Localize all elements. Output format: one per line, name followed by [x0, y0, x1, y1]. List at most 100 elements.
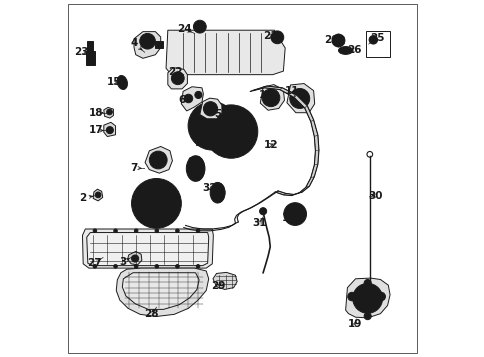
- Circle shape: [368, 36, 377, 44]
- Circle shape: [376, 292, 385, 301]
- Polygon shape: [291, 192, 302, 196]
- Text: 24: 24: [177, 24, 192, 34]
- Text: 18: 18: [89, 108, 103, 118]
- Text: 20: 20: [323, 35, 338, 45]
- Circle shape: [290, 210, 299, 218]
- Text: 26: 26: [347, 45, 361, 55]
- Circle shape: [152, 155, 163, 165]
- Circle shape: [184, 94, 192, 103]
- Circle shape: [193, 20, 206, 33]
- Circle shape: [273, 34, 280, 41]
- Polygon shape: [274, 191, 285, 195]
- Polygon shape: [199, 98, 221, 119]
- Ellipse shape: [338, 46, 352, 54]
- Circle shape: [227, 128, 235, 135]
- Circle shape: [283, 203, 306, 225]
- Text: 11: 11: [285, 86, 299, 96]
- Circle shape: [131, 178, 181, 228]
- Polygon shape: [279, 88, 296, 97]
- Text: 25: 25: [369, 33, 383, 43]
- Circle shape: [227, 127, 235, 136]
- Polygon shape: [345, 278, 389, 318]
- Circle shape: [296, 96, 302, 101]
- Polygon shape: [122, 273, 199, 310]
- Circle shape: [108, 129, 111, 132]
- Bar: [86, 51, 94, 65]
- Text: 19: 19: [347, 319, 361, 329]
- Text: 22: 22: [167, 67, 182, 77]
- Text: 15: 15: [106, 77, 121, 87]
- Text: 3: 3: [120, 257, 127, 267]
- Text: 23: 23: [75, 47, 89, 57]
- Polygon shape: [260, 85, 284, 110]
- Circle shape: [287, 206, 302, 222]
- Circle shape: [175, 229, 179, 232]
- Circle shape: [332, 34, 344, 47]
- Circle shape: [114, 265, 117, 268]
- Text: 30: 30: [368, 191, 382, 201]
- Circle shape: [196, 265, 199, 268]
- Circle shape: [174, 75, 181, 82]
- Circle shape: [188, 102, 236, 150]
- Polygon shape: [314, 135, 318, 151]
- Circle shape: [149, 151, 167, 169]
- Circle shape: [365, 297, 369, 300]
- Polygon shape: [293, 95, 306, 108]
- Text: 21: 21: [262, 31, 277, 41]
- Circle shape: [155, 265, 158, 268]
- Circle shape: [363, 294, 371, 303]
- Circle shape: [106, 127, 113, 134]
- Text: 14: 14: [219, 145, 233, 155]
- Text: 1: 1: [134, 200, 141, 210]
- Circle shape: [271, 31, 283, 44]
- Polygon shape: [314, 150, 318, 165]
- Text: 27: 27: [88, 258, 102, 268]
- Text: 29: 29: [211, 281, 225, 291]
- Circle shape: [134, 229, 137, 232]
- Circle shape: [261, 89, 279, 107]
- Text: 9: 9: [194, 138, 201, 148]
- Polygon shape: [310, 164, 317, 178]
- Polygon shape: [93, 189, 103, 201]
- Circle shape: [155, 229, 158, 232]
- Circle shape: [363, 280, 370, 287]
- Circle shape: [106, 109, 112, 115]
- Circle shape: [259, 208, 266, 215]
- Polygon shape: [134, 32, 160, 58]
- Polygon shape: [287, 84, 314, 113]
- Polygon shape: [299, 186, 309, 193]
- Circle shape: [208, 122, 215, 130]
- Text: 12: 12: [263, 140, 278, 150]
- Polygon shape: [145, 146, 172, 173]
- Circle shape: [205, 119, 219, 133]
- Circle shape: [176, 76, 179, 80]
- Polygon shape: [127, 251, 141, 265]
- Circle shape: [171, 72, 184, 85]
- Ellipse shape: [117, 75, 127, 90]
- Polygon shape: [82, 229, 213, 268]
- Circle shape: [148, 196, 164, 211]
- Ellipse shape: [186, 156, 204, 181]
- Polygon shape: [104, 122, 115, 136]
- Circle shape: [191, 164, 199, 173]
- Circle shape: [347, 292, 356, 301]
- Circle shape: [131, 255, 138, 262]
- Circle shape: [268, 95, 273, 100]
- Circle shape: [196, 23, 203, 31]
- Polygon shape: [87, 232, 208, 266]
- Polygon shape: [167, 67, 187, 89]
- Circle shape: [289, 89, 309, 109]
- Bar: [365, 31, 390, 57]
- Circle shape: [152, 200, 160, 207]
- Text: 10: 10: [258, 90, 272, 100]
- Text: 31: 31: [252, 218, 266, 228]
- Text: 2: 2: [79, 193, 86, 203]
- Circle shape: [334, 37, 341, 44]
- Text: 13: 13: [213, 126, 228, 136]
- Polygon shape: [305, 177, 314, 187]
- Circle shape: [363, 313, 370, 320]
- Polygon shape: [116, 268, 208, 316]
- Polygon shape: [181, 87, 203, 111]
- Ellipse shape: [119, 78, 125, 87]
- Text: 16: 16: [282, 213, 296, 223]
